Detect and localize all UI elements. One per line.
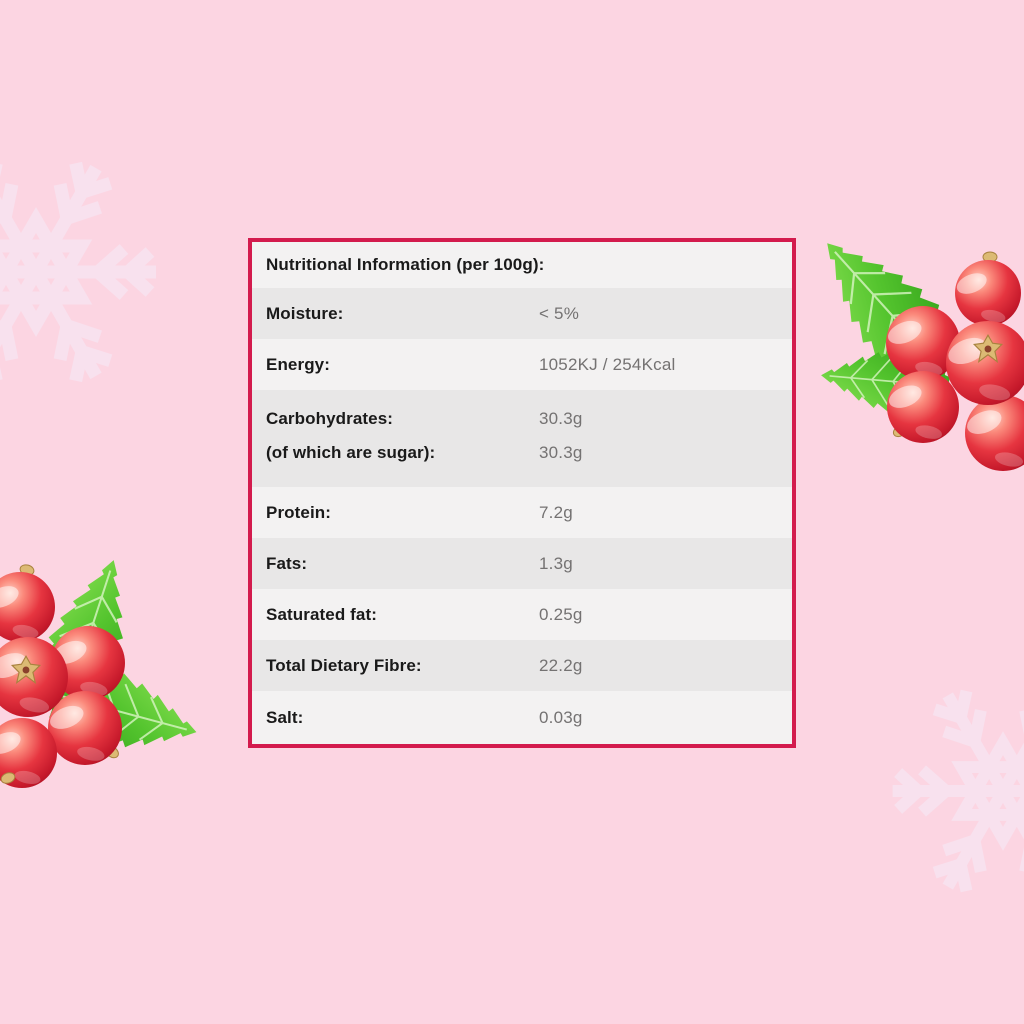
redcurrant-cluster-icon xyxy=(0,546,208,788)
row-label: Saturated fat: xyxy=(266,604,377,624)
table-row-fats: Fats: 1.3g xyxy=(252,538,792,589)
table-row-fibre: Total Dietary Fibre: 22.2g xyxy=(252,640,792,691)
table-title: Nutritional Information (per 100g): xyxy=(266,255,545,274)
row-subvalue: 30.3g xyxy=(539,443,583,462)
row-label: Moisture: xyxy=(266,303,344,323)
row-label: Salt: xyxy=(266,707,304,727)
row-label: Carbohydrates: xyxy=(266,409,394,428)
table-row-saturated-fat: Saturated fat: 0.25g xyxy=(252,589,792,640)
row-label: Energy: xyxy=(266,354,330,374)
row-value: 7.2g xyxy=(539,502,573,522)
row-sublabel: (of which are sugar): xyxy=(266,443,436,462)
redcurrant-cluster-icon xyxy=(794,214,1024,471)
row-value: 1.3g xyxy=(539,553,573,573)
snowflake-icon xyxy=(0,157,156,388)
row-label: Fats: xyxy=(266,553,308,573)
row-label: Protein: xyxy=(266,502,332,522)
table-row-salt: Salt: 0.03g xyxy=(252,691,792,744)
row-line: (of which are sugar): 30.3g xyxy=(252,436,792,470)
row-value: 22.2g xyxy=(539,655,583,675)
row-value: 0.25g xyxy=(539,604,583,624)
table-row-carbohydrates: Carbohydrates: 30.3g (of which are sugar… xyxy=(252,390,792,487)
table-row-protein: Protein: 7.2g xyxy=(252,487,792,538)
table-row-energy: Energy: 1052KJ / 254Kcal xyxy=(252,339,792,390)
snowflake-icon xyxy=(893,685,1024,897)
row-value: < 5% xyxy=(539,303,580,323)
row-value: 30.3g xyxy=(539,409,583,428)
table-row-moisture: Moisture: < 5% xyxy=(252,288,792,339)
nutrition-table: Nutritional Information (per 100g): Mois… xyxy=(248,238,796,748)
row-value: 0.03g xyxy=(539,707,583,727)
row-value: 1052KJ / 254Kcal xyxy=(539,354,676,374)
nutrition-table-header: Nutritional Information (per 100g): xyxy=(252,242,792,288)
row-line: Carbohydrates: 30.3g xyxy=(252,402,792,436)
row-label: Total Dietary Fibre: xyxy=(266,655,422,675)
